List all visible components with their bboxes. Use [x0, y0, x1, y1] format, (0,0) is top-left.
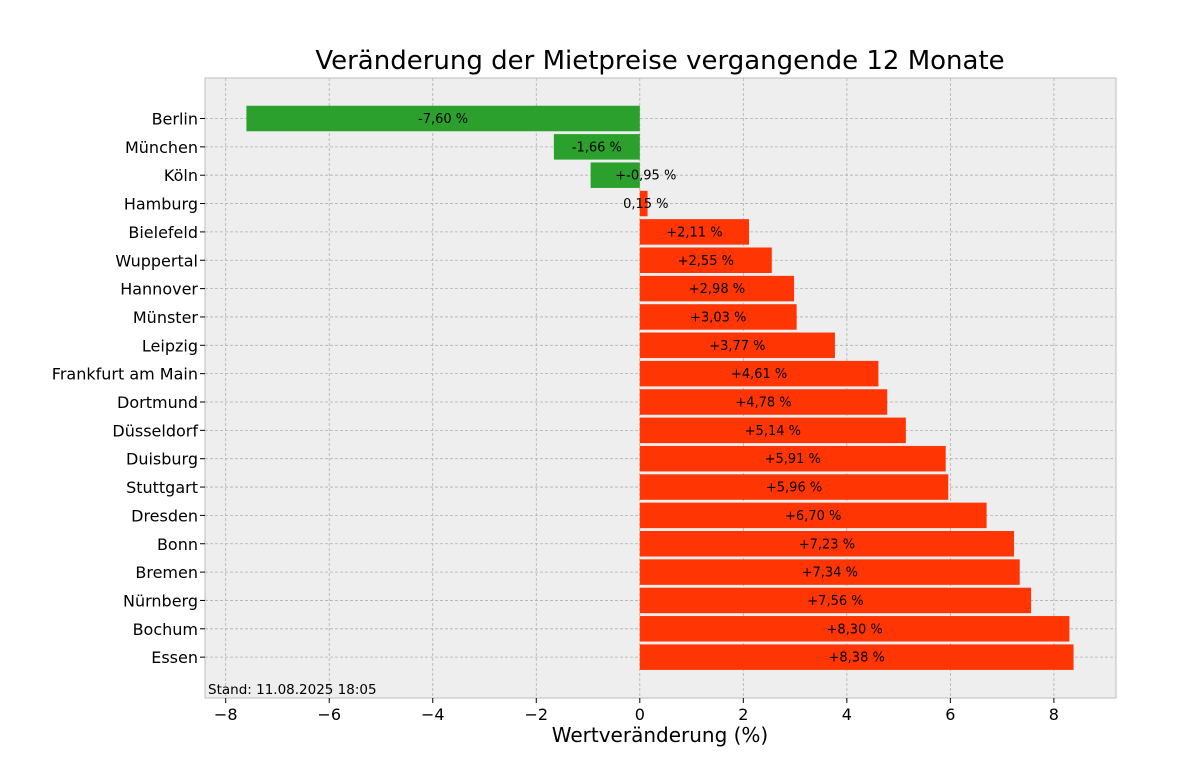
- bar-hannover: [639, 275, 795, 302]
- y-tick-label: Münster: [133, 308, 199, 327]
- bar-dortmund: [639, 389, 888, 415]
- bar-köln: [590, 162, 640, 188]
- chart-title: Veränderung der Mietpreise vergangende 1…: [315, 46, 1004, 76]
- bar-value-label: +-0,95 %: [615, 169, 676, 184]
- bar-value-label: +8,38 %: [829, 651, 885, 666]
- y-tick-label: Bielefeld: [128, 223, 198, 242]
- bar-value-label: +5,96 %: [766, 481, 822, 496]
- x-tick-label: 6: [945, 705, 955, 724]
- y-tick-label: Dresden: [131, 506, 198, 525]
- bar-hamburg: [639, 190, 648, 217]
- bar-value-label: +3,77 %: [709, 339, 765, 354]
- bar-value-label: +5,91 %: [765, 452, 821, 467]
- y-tick-label: Berlin: [152, 110, 198, 129]
- bar-frankfurt-am-main: [639, 360, 879, 387]
- bar-value-label: +4,61 %: [731, 367, 787, 382]
- bar-bielefeld: [639, 219, 750, 245]
- x-tick-label: 4: [842, 705, 852, 724]
- y-tick-label: Frankfurt am Main: [52, 365, 198, 384]
- bar-value-label: +8,30 %: [826, 622, 882, 637]
- x-tick-label: −6: [317, 705, 341, 724]
- y-axis-ticks: Berlin München Köln Hamburg Bielefeld Wuppert…: [52, 110, 205, 667]
- bar-essen: [639, 644, 1074, 670]
- y-tick-label: Wuppertal: [115, 251, 198, 270]
- bar-bochum: [639, 616, 1070, 642]
- bar-value-label: +5,14 %: [745, 424, 801, 439]
- bar-duisburg: [639, 445, 946, 472]
- bar-value-label: 0,15 %: [623, 197, 668, 212]
- x-axis-label: Wertveränderung (%): [552, 723, 769, 747]
- bar-value-label: +4,78 %: [735, 396, 791, 411]
- bar-value-labels: -7,60 % -1,66 % +-0,95 % 0,15 % +2,11 % +2,55…: [418, 112, 885, 666]
- x-tick-label: 2: [738, 705, 748, 724]
- bar-münchen: [553, 134, 640, 160]
- y-tick-label: Hamburg: [124, 195, 198, 214]
- bar-value-label: +2,11 %: [666, 225, 722, 240]
- y-tick-label: Essen: [151, 648, 198, 667]
- bar-value-label: +7,34 %: [802, 566, 858, 581]
- bar-nürnberg: [639, 587, 1032, 614]
- plot-frame: [204, 77, 1117, 699]
- y-tick-label: Bonn: [157, 535, 198, 554]
- bar-value-label: +2,55 %: [678, 254, 734, 269]
- bar-stuttgart: [639, 474, 949, 500]
- y-tick-label: Stuttgart: [126, 478, 198, 497]
- bar-value-label: +7,23 %: [799, 537, 855, 552]
- y-tick-label: Hannover: [120, 280, 198, 299]
- y-tick-label: Nürnberg: [123, 591, 198, 610]
- y-tick-label: Duisburg: [126, 450, 198, 469]
- x-tick-label: −4: [421, 705, 445, 724]
- x-axis-ticks: −8 −6 −4 −2 0 2 4 6 8: [214, 698, 1059, 724]
- bar-bremen: [639, 559, 1020, 585]
- x-tick-label: −8: [214, 705, 238, 724]
- bar-value-label: +2,98 %: [689, 282, 745, 297]
- bar-value-label: +7,56 %: [807, 594, 863, 609]
- timestamp-footnote: Stand: 11.08.2025 18:05: [208, 682, 377, 698]
- x-tick-label: 8: [1049, 705, 1059, 724]
- bar-bonn: [639, 531, 1015, 557]
- y-tick-label: Bremen: [135, 563, 198, 582]
- bar-wuppertal: [639, 247, 772, 273]
- y-tick-label: Dortmund: [117, 393, 198, 412]
- bar-value-label: +3,03 %: [690, 310, 746, 325]
- bar-value-label: -7,60 %: [418, 112, 468, 127]
- bar-dresden: [639, 502, 987, 529]
- bar-leipzig: [639, 332, 835, 359]
- y-tick-label: Köln: [164, 166, 198, 185]
- x-tick-label: −2: [524, 705, 548, 724]
- y-tick-label: Leipzig: [142, 336, 198, 355]
- bar-berlin: [246, 105, 640, 132]
- y-tick-label: Düsseldorf: [112, 421, 198, 440]
- y-tick-label: München: [125, 138, 198, 157]
- bars: [246, 105, 1074, 670]
- y-tick-label: Bochum: [133, 620, 198, 639]
- x-tick-label: 0: [635, 705, 645, 724]
- bar-value-label: +6,70 %: [785, 509, 841, 524]
- bar-münster: [639, 304, 797, 330]
- bar-value-label: -1,66 %: [572, 140, 622, 155]
- bar-düsseldorf: [639, 417, 906, 444]
